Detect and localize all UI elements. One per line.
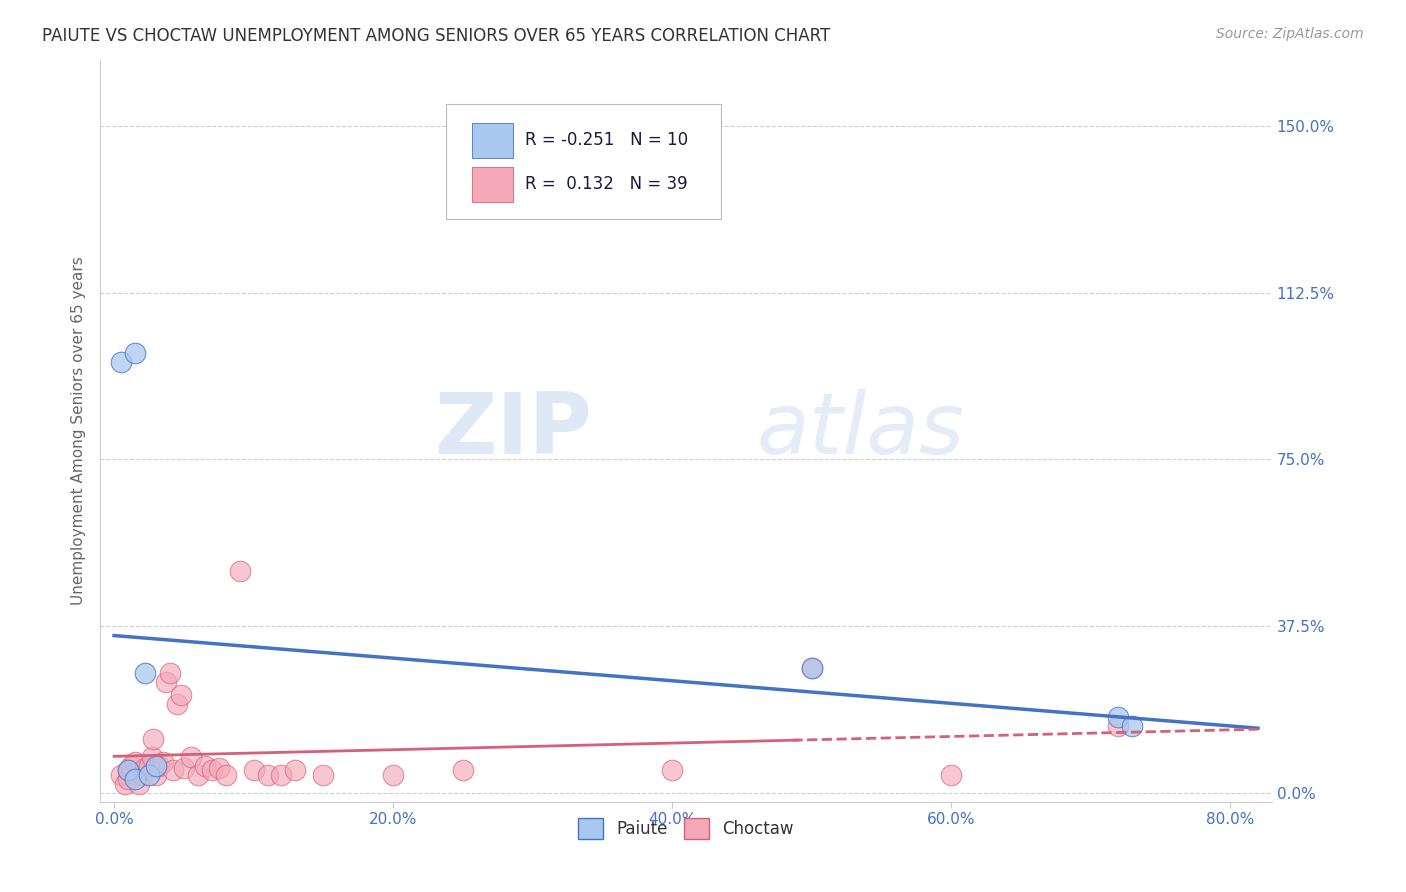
Point	[166, 697, 188, 711]
Point	[124, 346, 146, 360]
Point	[117, 764, 139, 778]
Point	[117, 772, 139, 787]
Text: R = -0.251   N = 10: R = -0.251 N = 10	[526, 130, 689, 149]
Point	[284, 764, 307, 778]
Point	[1107, 710, 1129, 724]
Y-axis label: Unemployment Among Seniors over 65 years: Unemployment Among Seniors over 65 years	[72, 256, 86, 605]
Point	[170, 688, 193, 702]
Point	[270, 768, 292, 782]
Point	[124, 772, 146, 787]
Point	[152, 755, 174, 769]
Point	[939, 768, 962, 782]
Point	[138, 768, 160, 782]
Point	[194, 759, 217, 773]
Point	[124, 755, 146, 769]
Point	[800, 661, 823, 675]
Point	[142, 732, 165, 747]
Point	[138, 759, 160, 773]
Point	[180, 750, 202, 764]
Point	[228, 564, 250, 578]
Point	[117, 764, 139, 778]
Point	[173, 761, 195, 775]
Point	[451, 764, 474, 778]
Point	[215, 768, 238, 782]
Point	[162, 764, 184, 778]
Point	[141, 750, 163, 764]
Point	[131, 768, 153, 782]
Point	[128, 777, 150, 791]
Point	[1121, 719, 1143, 733]
Point	[242, 764, 264, 778]
Point	[312, 768, 335, 782]
Text: atlas: atlas	[756, 389, 965, 472]
Point	[155, 674, 177, 689]
Text: R =  0.132   N = 39: R = 0.132 N = 39	[526, 175, 688, 193]
Point	[661, 764, 683, 778]
Point	[187, 768, 209, 782]
Point	[256, 768, 278, 782]
Text: Source: ZipAtlas.com: Source: ZipAtlas.com	[1216, 27, 1364, 41]
FancyBboxPatch shape	[471, 122, 513, 158]
Point	[145, 768, 167, 782]
Point	[145, 759, 167, 773]
Point	[201, 764, 224, 778]
Point	[110, 768, 132, 782]
Point	[134, 761, 156, 775]
Point	[208, 761, 231, 775]
FancyBboxPatch shape	[471, 167, 513, 202]
Point	[110, 355, 132, 369]
Point	[120, 759, 142, 773]
Point	[148, 759, 170, 773]
Point	[114, 777, 136, 791]
Point	[800, 661, 823, 675]
Point	[382, 768, 405, 782]
Text: ZIP: ZIP	[434, 389, 592, 472]
Text: PAIUTE VS CHOCTAW UNEMPLOYMENT AMONG SENIORS OVER 65 YEARS CORRELATION CHART: PAIUTE VS CHOCTAW UNEMPLOYMENT AMONG SEN…	[42, 27, 831, 45]
Point	[134, 665, 156, 680]
FancyBboxPatch shape	[446, 104, 721, 219]
Point	[1107, 719, 1129, 733]
Point	[159, 665, 181, 680]
Legend: Paiute, Choctaw: Paiute, Choctaw	[571, 812, 801, 846]
